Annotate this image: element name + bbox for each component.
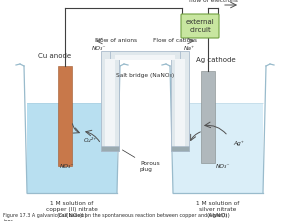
Bar xyxy=(101,51,119,151)
Bar xyxy=(175,59,185,147)
Bar xyxy=(105,59,115,147)
Text: external
circuit: external circuit xyxy=(186,19,214,32)
Text: Salt bridge (NaNO₃): Salt bridge (NaNO₃) xyxy=(116,73,174,78)
Bar xyxy=(171,51,189,151)
Text: Cu anode: Cu anode xyxy=(38,53,72,59)
Bar xyxy=(101,146,119,151)
Bar xyxy=(110,51,180,59)
Text: 1 M solution of
copper (II) nitrate
(Cu(NO₃)₂): 1 M solution of copper (II) nitrate (Cu(… xyxy=(46,201,98,218)
Text: Porous
plug: Porous plug xyxy=(122,150,160,172)
Text: Figure 17.3 A galvanic cell based on the spontaneous reaction between copper and: Figure 17.3 A galvanic cell based on the… xyxy=(3,213,227,221)
Text: Na⁺: Na⁺ xyxy=(184,46,195,51)
Bar xyxy=(173,103,263,193)
Text: 1 M solution of
silver nitrate
(AgNO₃): 1 M solution of silver nitrate (AgNO₃) xyxy=(196,201,240,218)
Text: NO₃⁻: NO₃⁻ xyxy=(60,164,74,168)
Text: NO₃⁻: NO₃⁻ xyxy=(92,46,106,51)
Bar xyxy=(171,146,189,151)
Bar xyxy=(201,71,215,163)
Bar xyxy=(27,103,117,193)
Bar xyxy=(115,55,175,60)
Bar xyxy=(58,66,72,166)
Text: Ag cathode: Ag cathode xyxy=(196,57,236,63)
Text: Cu²⁺: Cu²⁺ xyxy=(84,138,98,143)
Text: Flow of cations: Flow of cations xyxy=(153,38,197,44)
Text: Ag⁺: Ag⁺ xyxy=(233,141,244,146)
Text: flow of electrons: flow of electrons xyxy=(189,0,237,3)
FancyBboxPatch shape xyxy=(181,14,219,38)
Text: NO₃⁻: NO₃⁻ xyxy=(216,164,230,168)
Text: Flow of anions: Flow of anions xyxy=(95,38,137,44)
